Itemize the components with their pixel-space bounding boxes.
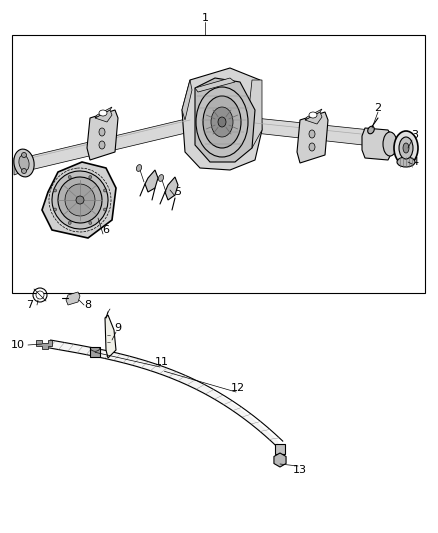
Ellipse shape: [399, 137, 413, 159]
Ellipse shape: [103, 208, 106, 211]
Text: 8: 8: [85, 300, 92, 310]
Ellipse shape: [159, 175, 164, 181]
Ellipse shape: [21, 152, 27, 157]
Text: 3: 3: [411, 130, 418, 140]
Ellipse shape: [309, 112, 317, 118]
Ellipse shape: [36, 291, 44, 299]
Polygon shape: [255, 118, 390, 148]
Polygon shape: [42, 162, 116, 238]
Polygon shape: [22, 118, 190, 172]
Polygon shape: [145, 170, 158, 192]
Polygon shape: [305, 109, 322, 120]
Ellipse shape: [309, 143, 315, 151]
Text: 1: 1: [201, 13, 208, 23]
Ellipse shape: [89, 221, 92, 224]
Text: 9: 9: [114, 323, 122, 333]
Ellipse shape: [21, 168, 27, 174]
Ellipse shape: [14, 149, 34, 177]
Polygon shape: [95, 110, 112, 122]
Polygon shape: [275, 444, 285, 454]
Ellipse shape: [68, 221, 71, 224]
Ellipse shape: [136, 165, 141, 172]
Ellipse shape: [383, 132, 397, 156]
Polygon shape: [182, 68, 262, 170]
Text: 7: 7: [26, 300, 34, 310]
Ellipse shape: [99, 141, 105, 149]
Ellipse shape: [403, 143, 409, 153]
Polygon shape: [182, 80, 192, 120]
Polygon shape: [248, 80, 262, 148]
Text: 12: 12: [231, 383, 245, 393]
Text: 4: 4: [411, 157, 419, 167]
Ellipse shape: [103, 189, 106, 192]
Text: 11: 11: [155, 357, 169, 367]
Polygon shape: [297, 112, 328, 163]
Ellipse shape: [53, 189, 57, 192]
Ellipse shape: [58, 177, 102, 223]
Polygon shape: [305, 112, 322, 124]
Bar: [12, 35, 425, 293]
Ellipse shape: [397, 157, 415, 167]
Polygon shape: [362, 128, 392, 160]
Polygon shape: [14, 155, 22, 175]
Polygon shape: [36, 340, 52, 349]
Ellipse shape: [218, 117, 226, 127]
Text: 6: 6: [102, 225, 110, 235]
Polygon shape: [274, 453, 286, 467]
Ellipse shape: [52, 171, 108, 229]
Text: 2: 2: [374, 103, 381, 113]
Polygon shape: [195, 78, 255, 162]
Ellipse shape: [211, 107, 233, 137]
Polygon shape: [95, 107, 112, 118]
Ellipse shape: [19, 155, 29, 171]
Ellipse shape: [99, 128, 105, 136]
Ellipse shape: [76, 196, 84, 204]
Ellipse shape: [65, 184, 95, 216]
Ellipse shape: [368, 126, 374, 134]
Ellipse shape: [53, 208, 57, 211]
Polygon shape: [66, 292, 80, 305]
Ellipse shape: [68, 175, 71, 179]
Polygon shape: [105, 315, 116, 358]
Text: 10: 10: [11, 340, 25, 350]
Ellipse shape: [99, 110, 107, 116]
Polygon shape: [195, 78, 235, 92]
Ellipse shape: [394, 131, 418, 165]
Ellipse shape: [89, 175, 92, 179]
Polygon shape: [87, 110, 118, 160]
Polygon shape: [90, 348, 100, 357]
Text: 13: 13: [293, 465, 307, 475]
Polygon shape: [165, 177, 178, 200]
Ellipse shape: [203, 96, 241, 148]
Ellipse shape: [309, 130, 315, 138]
Text: 5: 5: [174, 187, 181, 197]
